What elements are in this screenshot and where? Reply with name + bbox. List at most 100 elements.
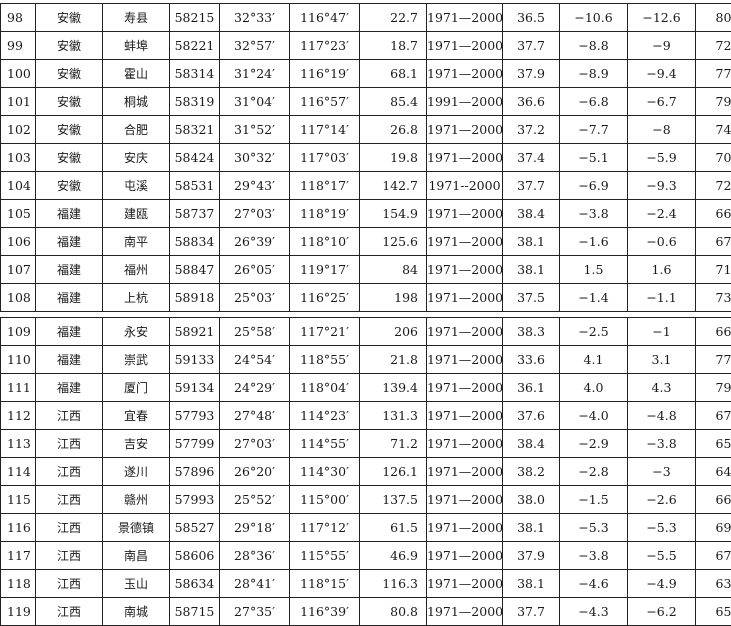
humidity-cell: 69 [695,513,731,542]
station-id-cell: 58847 [169,255,220,284]
table-break [0,313,731,317]
altitude-cell: 19.8 [359,143,427,172]
station-id-cell: 58215 [169,3,220,32]
min-temp-a-cell: −2.8 [559,457,628,486]
min-temp-a-cell: −1.6 [559,227,628,256]
min-temp-b-cell: −3 [627,457,696,486]
record-period-cell: 1971—2000 [426,115,503,144]
max-temp-cell: 37.2 [502,115,560,144]
humidity-cell: 70 [695,143,731,172]
humidity-cell: 77 [695,59,731,88]
province-cell: 江西 [35,485,103,514]
record-period-cell: 1971—2000 [426,569,503,598]
station-name-cell: 桐城 [102,87,170,116]
humidity-cell: 79 [695,373,731,402]
station-name-cell: 南平 [102,227,170,256]
record-period-cell: 1991—2000 [426,87,503,116]
min-temp-a-cell: 4.1 [559,345,628,374]
station-id-cell: 58314 [169,59,220,88]
province-cell: 安徽 [35,115,103,144]
row-number-cell: 115 [0,485,36,514]
max-temp-cell: 33.6 [502,345,560,374]
latitude-cell: 27°48′ [219,401,290,430]
altitude-cell: 61.5 [359,513,427,542]
altitude-cell: 198 [359,283,427,312]
table-row: 114 江西 遂川 57896 26°20′ 114°30′ 126.1 1971—2000 3… [0,457,731,486]
row-number-cell: 113 [0,429,36,458]
table-row: 104 安徽 屯溪 58531 29°43′ 118°17′ 142.7 1971--2000… [0,171,731,200]
station-id-cell: 57896 [169,457,220,486]
record-period-cell: 1971—2000 [426,3,503,32]
altitude-cell: 80.8 [359,597,427,626]
humidity-cell: 66 [695,485,731,514]
row-number-cell: 103 [0,143,36,172]
record-period-cell: 1971--2000 [426,171,503,200]
row-number-cell: 110 [0,345,36,374]
max-temp-cell: 38.1 [502,227,560,256]
altitude-cell: 71.2 [359,429,427,458]
humidity-cell: 63 [695,569,731,598]
province-cell: 安徽 [35,59,103,88]
station-id-cell: 57799 [169,429,220,458]
table-row: 107 福建 福州 58847 26°05′ 119°17′ 84 1971—2000 38.1… [0,255,731,284]
table-row: 115 江西 赣州 57993 25°52′ 115°00′ 137.5 1971—2000 3… [0,485,731,514]
row-number-cell: 116 [0,513,36,542]
min-temp-b-cell: −5.3 [627,513,696,542]
max-temp-cell: 38.1 [502,513,560,542]
longitude-cell: 117°21′ [289,317,360,346]
max-temp-cell: 36.6 [502,87,560,116]
latitude-cell: 26°20′ [219,457,290,486]
altitude-cell: 142.7 [359,171,427,200]
max-temp-cell: 36.1 [502,373,560,402]
altitude-cell: 85.4 [359,87,427,116]
longitude-cell: 115°55′ [289,541,360,570]
max-temp-cell: 38.4 [502,429,560,458]
province-cell: 江西 [35,569,103,598]
record-period-cell: 1971—2000 [426,227,503,256]
min-temp-a-cell: −5.1 [559,143,628,172]
station-id-cell: 59133 [169,345,220,374]
row-number-cell: 99 [0,31,36,60]
max-temp-cell: 38.1 [502,569,560,598]
table-row: 116 江西 景德镇 58527 29°18′ 117°12′ 61.5 1971—2000 3… [0,513,731,542]
row-number-cell: 100 [0,59,36,88]
row-number-cell: 108 [0,283,36,312]
table-row: 99 安徽 蚌埠 58221 32°57′ 117°23′ 18.7 1971—2000 37.… [0,31,731,60]
province-cell: 江西 [35,429,103,458]
record-period-cell: 1971—2000 [426,513,503,542]
station-id-cell: 57993 [169,485,220,514]
latitude-cell: 28°41′ [219,569,290,598]
record-period-cell: 1971—2000 [426,541,503,570]
station-id-cell: 58918 [169,283,220,312]
record-period-cell: 1971—2000 [426,345,503,374]
station-name-cell: 合肥 [102,115,170,144]
station-name-cell: 吉安 [102,429,170,458]
province-cell: 江西 [35,541,103,570]
longitude-cell: 116°25′ [289,283,360,312]
min-temp-b-cell: −8 [627,115,696,144]
province-cell: 福建 [35,227,103,256]
humidity-cell: 66 [695,199,731,228]
humidity-cell: 74 [695,115,731,144]
latitude-cell: 31°24′ [219,59,290,88]
latitude-cell: 32°57′ [219,31,290,60]
record-period-cell: 1971—2000 [426,429,503,458]
station-name-cell: 厦门 [102,373,170,402]
latitude-cell: 30°32′ [219,143,290,172]
min-temp-a-cell: −10.6 [559,3,628,32]
max-temp-cell: 38.0 [502,485,560,514]
station-name-cell: 赣州 [102,485,170,514]
max-temp-cell: 38.4 [502,199,560,228]
latitude-cell: 26°05′ [219,255,290,284]
min-temp-b-cell: −3.8 [627,429,696,458]
humidity-cell: 66 [695,317,731,346]
record-period-cell: 1971—2000 [426,317,503,346]
min-temp-b-cell: −5.9 [627,143,696,172]
longitude-cell: 116°57′ [289,87,360,116]
latitude-cell: 25°03′ [219,283,290,312]
table-row: 98 安徽 寿县 58215 32°33′ 116°47′ 22.7 1971—2000 36.… [0,3,731,32]
min-temp-a-cell: −4.0 [559,401,628,430]
longitude-cell: 116°19′ [289,59,360,88]
min-temp-b-cell: −0.6 [627,227,696,256]
table-row: 102 安徽 合肥 58321 31°52′ 117°14′ 26.8 1971—2000 37… [0,115,731,144]
